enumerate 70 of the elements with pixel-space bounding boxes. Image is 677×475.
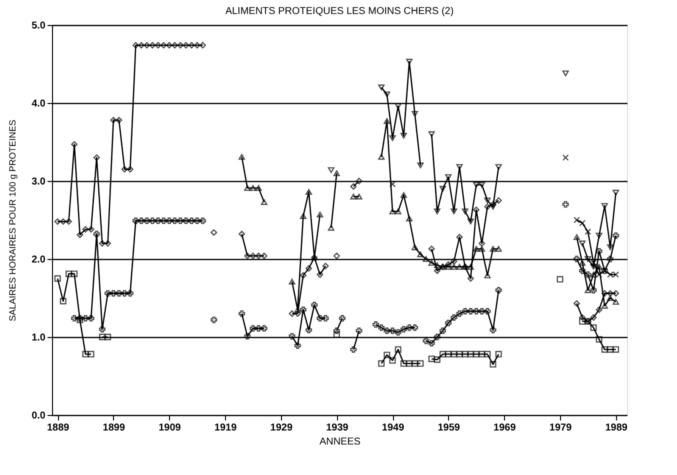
- point: [562, 70, 569, 76]
- x-tick-label: 1929: [270, 422, 293, 434]
- point: [412, 360, 418, 367]
- point: [612, 346, 620, 353]
- point: [495, 350, 502, 358]
- point: [562, 154, 569, 161]
- point: [378, 360, 385, 367]
- point: [579, 318, 586, 325]
- point: [434, 356, 440, 363]
- y-tick-label: 3.0: [32, 176, 46, 188]
- point: [450, 350, 458, 358]
- point: [406, 360, 413, 367]
- point: [104, 334, 112, 340]
- x-tick-label: 1909: [158, 422, 182, 434]
- y-tick-label: 0.0: [32, 410, 46, 422]
- point: [82, 350, 89, 358]
- point: [88, 350, 94, 358]
- point: [71, 270, 78, 278]
- y-tick-label: 5.0: [32, 20, 46, 32]
- x-tick-label: 1989: [605, 422, 628, 434]
- point: [66, 270, 72, 278]
- point: [328, 167, 334, 173]
- y-tick-label: 2.0: [32, 254, 46, 266]
- point: [601, 203, 608, 209]
- point: [417, 360, 424, 367]
- x-tick-label: 1949: [382, 422, 405, 434]
- x-tick-label: 1899: [102, 422, 126, 434]
- point: [484, 350, 491, 358]
- y-tick-label: 1.0: [32, 332, 46, 344]
- point: [76, 316, 84, 324]
- point: [260, 199, 268, 205]
- point: [384, 352, 390, 358]
- x-tick-label: 1969: [494, 422, 516, 434]
- point: [456, 350, 463, 358]
- point: [244, 185, 251, 191]
- point: [467, 350, 474, 358]
- point: [400, 360, 407, 367]
- point: [54, 275, 61, 282]
- point: [590, 324, 597, 331]
- point: [394, 346, 402, 353]
- point: [389, 357, 396, 364]
- point: [60, 298, 66, 304]
- point: [445, 350, 452, 358]
- point: [601, 346, 608, 353]
- point: [238, 154, 246, 160]
- point: [255, 185, 262, 191]
- point: [462, 350, 468, 358]
- point: [607, 346, 614, 353]
- x-tick-label: 1939: [326, 422, 349, 434]
- point: [473, 350, 480, 358]
- point: [250, 185, 256, 191]
- point: [596, 336, 602, 343]
- point: [478, 350, 486, 358]
- point: [612, 190, 620, 196]
- point: [333, 331, 340, 338]
- x-tick-label: 1959: [438, 422, 460, 434]
- point: [490, 361, 496, 368]
- point: [556, 276, 564, 283]
- point: [98, 334, 106, 340]
- y-axis-title: SALAIRES HORAIRES POUR 100 g PROTEINES: [8, 120, 18, 322]
- x-tick-label: 1919: [214, 422, 238, 434]
- point: [440, 350, 446, 358]
- x-tick-label: 1889: [46, 422, 70, 434]
- chart-title: ALIMENTS PROTEIQUES LES MOINS CHERS (2): [225, 6, 454, 17]
- point: [350, 194, 357, 200]
- point: [356, 194, 362, 200]
- x-axis-title: ANNEES: [319, 436, 361, 448]
- x-tick-label: 1979: [549, 422, 572, 434]
- y-tick-label: 4.0: [32, 98, 46, 110]
- point: [428, 356, 435, 362]
